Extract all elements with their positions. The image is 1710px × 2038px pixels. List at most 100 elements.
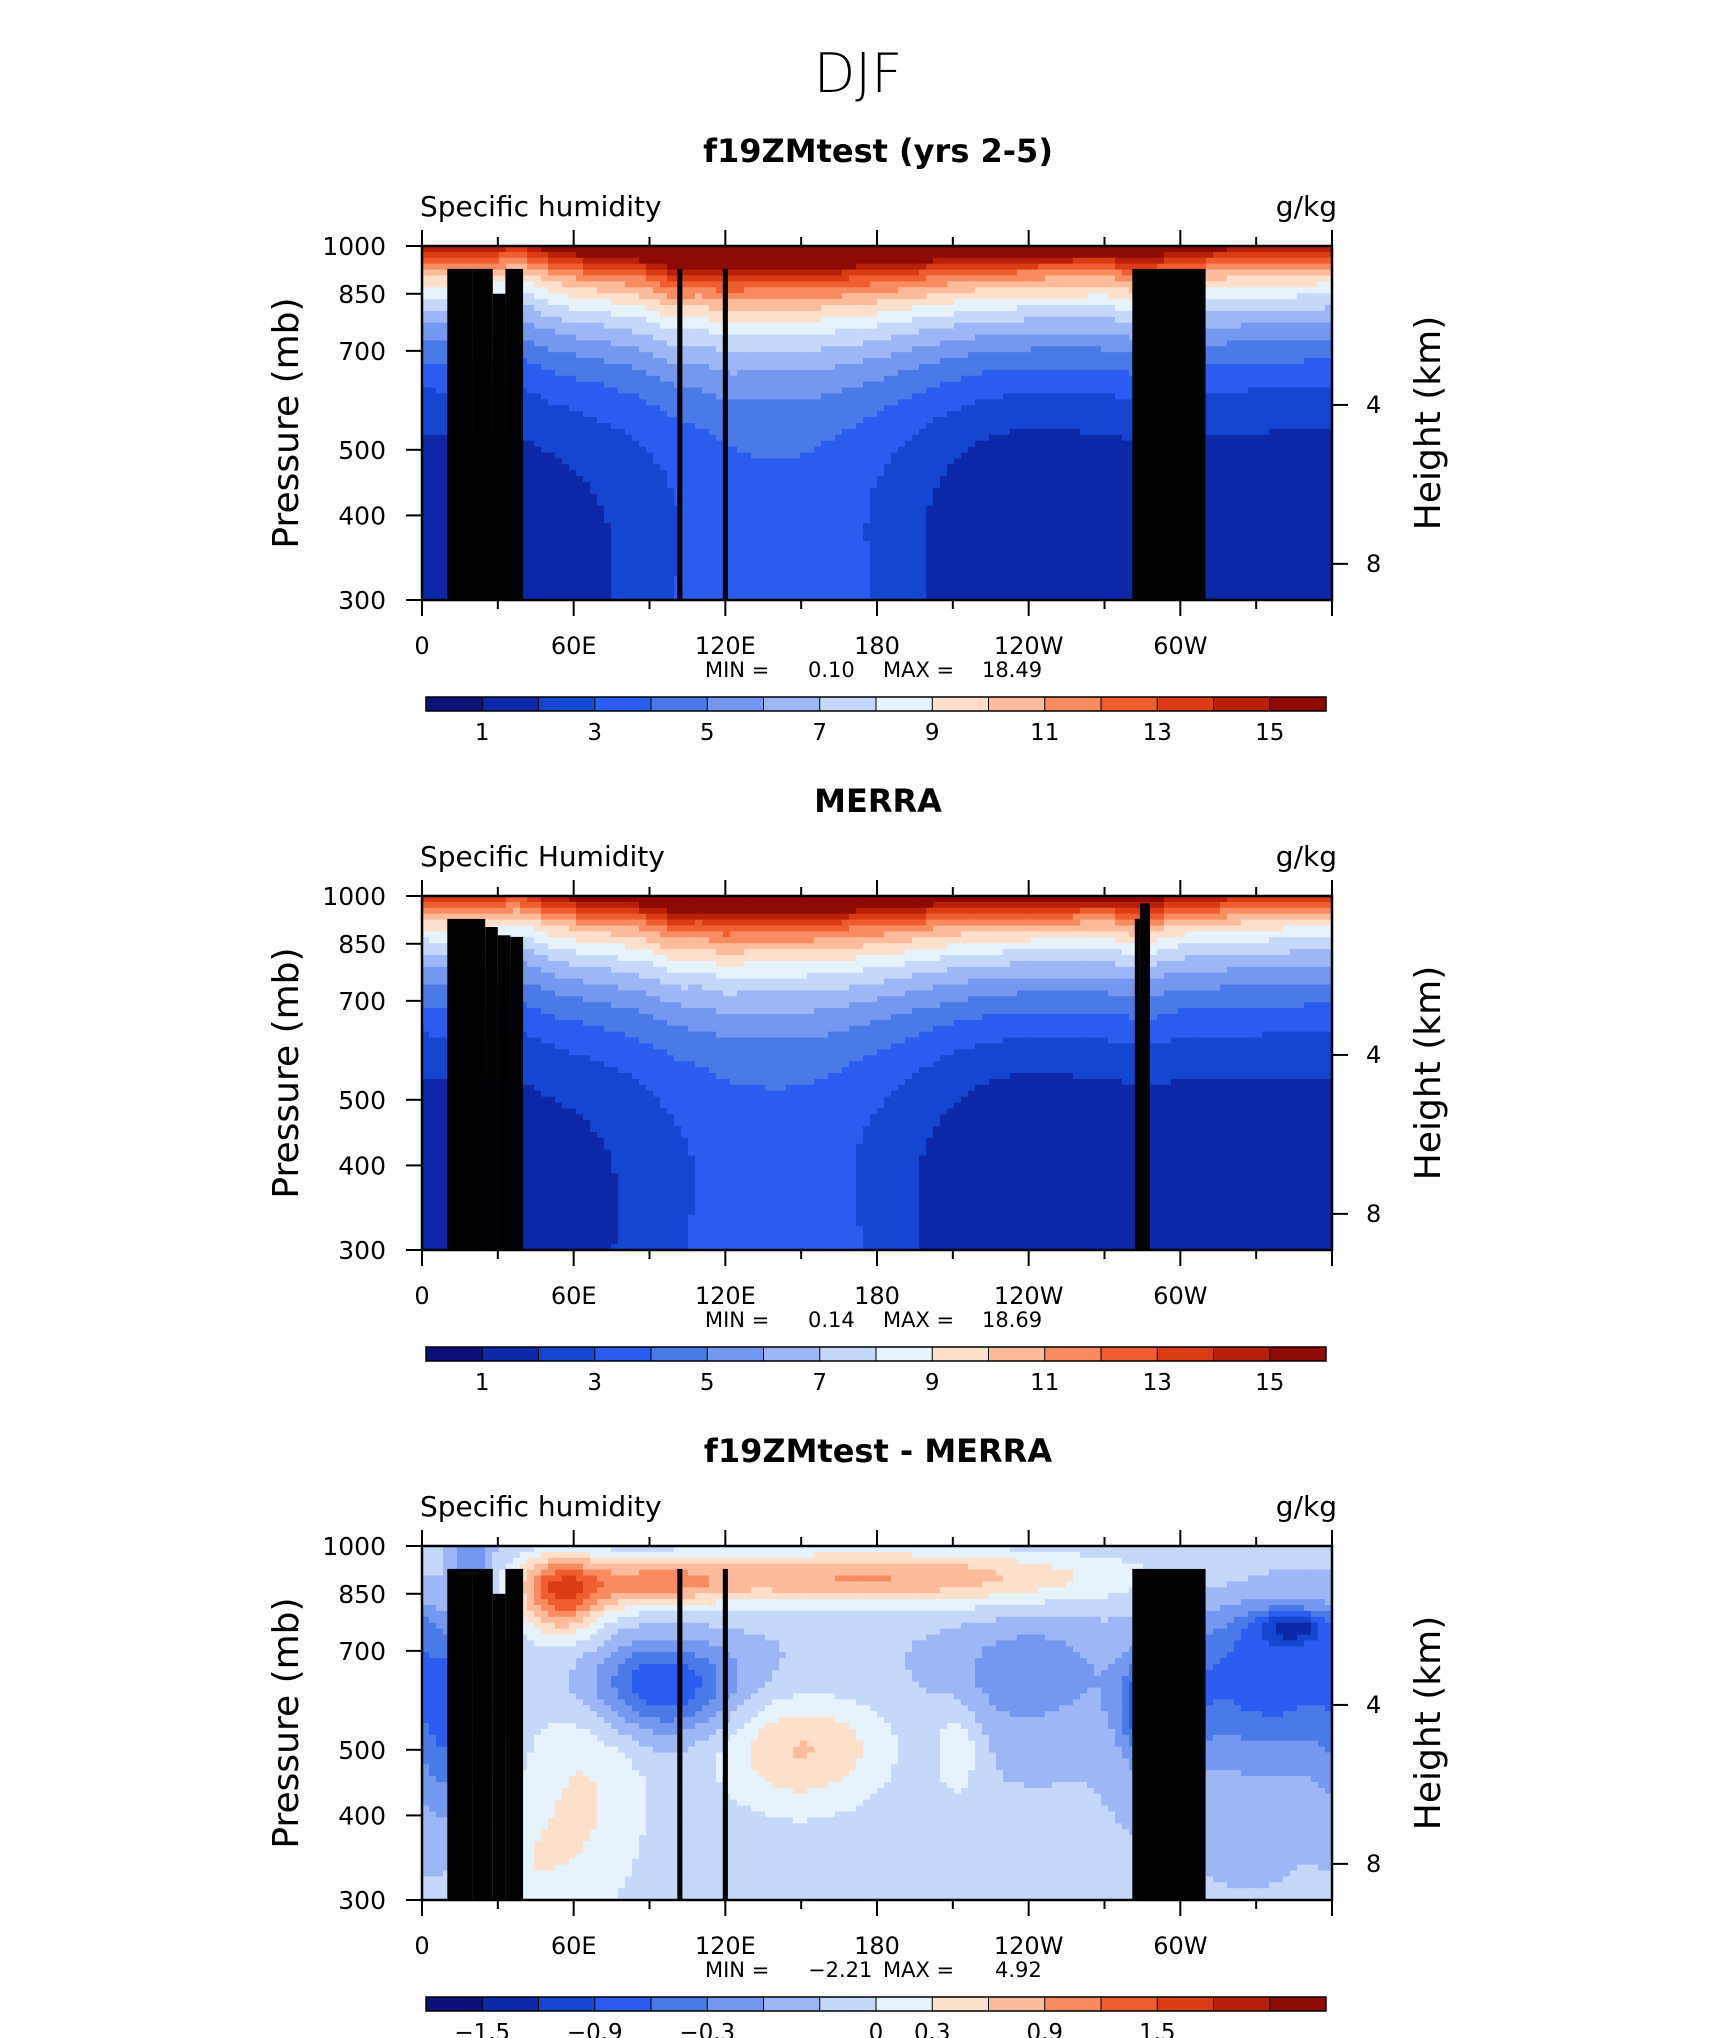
field-cell [464, 263, 472, 271]
field-cell [1073, 287, 1081, 294]
field-cell [1122, 246, 1130, 253]
field-cell [1073, 381, 1081, 389]
field-cell [604, 352, 612, 359]
field-cell [674, 263, 682, 271]
field-cell [856, 411, 864, 418]
field-cell [954, 269, 962, 277]
field-cell [975, 399, 983, 406]
field-cell [611, 316, 619, 324]
field-cell [954, 364, 962, 371]
field-cell [807, 464, 815, 471]
field-cell [436, 470, 444, 477]
field-cell [905, 310, 913, 318]
field-cell [520, 251, 528, 259]
field-cell [443, 293, 451, 300]
field-cell [520, 287, 528, 294]
field-cell [576, 458, 584, 465]
field-cell [975, 257, 983, 265]
field-cell [947, 369, 955, 377]
field-cell [436, 316, 444, 324]
field-cell [1052, 340, 1060, 347]
field-cell [1059, 375, 1067, 383]
field-cell [765, 381, 773, 389]
field-cell [982, 375, 990, 383]
field-cell [702, 305, 710, 312]
field-cell [919, 316, 927, 324]
field-cell [758, 358, 766, 365]
field-cell [604, 470, 612, 477]
field-cell [618, 293, 626, 300]
field-cell [1101, 322, 1109, 330]
field-cell [1052, 405, 1060, 412]
field-cell [849, 352, 857, 359]
field-cell [898, 251, 906, 259]
field-cell [1038, 352, 1046, 359]
field-cell [1052, 446, 1060, 454]
field-cell [688, 387, 696, 395]
field-cell [422, 293, 430, 300]
field-cell [982, 417, 990, 424]
field-cell [947, 287, 955, 294]
field-cell [870, 358, 878, 365]
field-cell [1276, 428, 1284, 436]
field-cell [1311, 293, 1319, 300]
field-cell [1003, 375, 1011, 383]
field-cell [688, 346, 696, 353]
field-cell [1304, 352, 1312, 359]
field-cell [527, 417, 535, 424]
field-cell [569, 334, 577, 341]
field-cell [681, 452, 689, 459]
field-cell [1080, 464, 1088, 471]
field-cell [842, 434, 850, 442]
field-cell [807, 434, 815, 442]
field-cell [1255, 257, 1263, 265]
field-cell [975, 340, 983, 347]
field-cell [1276, 458, 1284, 465]
field-cell [695, 470, 703, 477]
field-cell [996, 328, 1004, 336]
field-cell [1234, 293, 1242, 300]
field-cell [905, 328, 913, 336]
field-cell [534, 440, 542, 448]
field-cell [660, 328, 668, 336]
field-cell [625, 275, 633, 282]
field-cell [688, 340, 696, 347]
field-cell [1276, 352, 1284, 359]
field-cell [961, 305, 969, 312]
field-cell [1255, 464, 1263, 471]
field-cell [534, 246, 542, 253]
field-cell [702, 405, 710, 412]
field-cell [443, 275, 451, 282]
field-cell [1094, 299, 1102, 306]
field-cell [597, 464, 605, 471]
field-cell [786, 251, 794, 259]
field-cell [905, 352, 913, 359]
field-cell [940, 428, 948, 436]
field-cell [653, 464, 661, 471]
field-cell [681, 470, 689, 477]
field-cell [1206, 340, 1214, 347]
field-cell [821, 299, 829, 306]
field-cell [807, 364, 815, 371]
field-cell [856, 346, 864, 353]
field-cell [1227, 263, 1235, 271]
field-cell [625, 381, 633, 389]
field-cell [1220, 340, 1228, 347]
field-cell [1227, 299, 1235, 306]
field-cell [422, 275, 430, 282]
field-cell [849, 305, 857, 312]
field-cell [604, 452, 612, 459]
field-cell [1024, 257, 1032, 265]
field-cell [751, 446, 759, 454]
field-cell [751, 452, 759, 459]
field-cell [1017, 340, 1025, 347]
field-cell [1087, 405, 1095, 412]
field-cell [576, 470, 584, 477]
field-cell [1031, 399, 1039, 406]
field-cell [548, 423, 556, 430]
field-cell [660, 381, 668, 389]
field-cell [1066, 263, 1074, 271]
field-cell [429, 316, 437, 324]
field-cell [548, 352, 556, 359]
field-cell [758, 334, 766, 341]
